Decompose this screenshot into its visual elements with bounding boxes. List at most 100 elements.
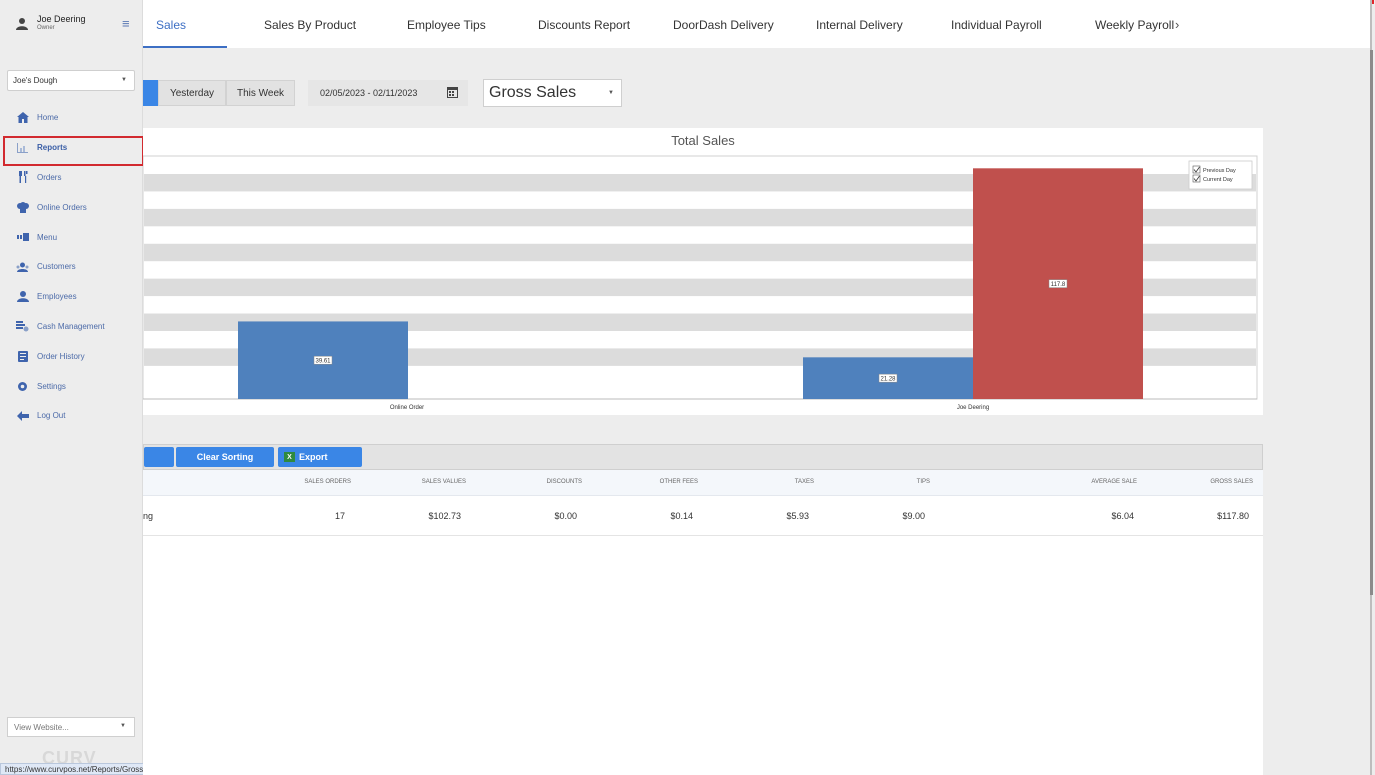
clear-sorting-button[interactable]: Clear Sorting <box>176 447 274 467</box>
tab-doordash-delivery[interactable]: DoorDash Delivery <box>673 18 774 32</box>
legend-label: Previous Day <box>1203 168 1236 174</box>
tab-discounts-report[interactable]: Discounts Report <box>538 18 631 32</box>
search-button[interactable] <box>144 447 174 467</box>
data-label-box <box>313 355 333 365</box>
sidebar-item-home[interactable]: Home <box>0 103 143 133</box>
sidebar-item-label: Online Orders <box>37 202 87 212</box>
metric-select[interactable]: Gross Sales ▼ <box>483 79 622 107</box>
x-tick-label: Online Order <box>390 405 424 411</box>
sidebar-item-log-out[interactable]: Log Out <box>0 401 143 431</box>
legend-checkbox <box>1192 165 1201 174</box>
table-toolbar: Clear Sorting X Export <box>143 444 1263 470</box>
export-label: Export <box>299 452 328 462</box>
date-range-value: 02/05/2023 - 02/11/2023 <box>320 88 418 98</box>
today-button[interactable] <box>143 80 158 106</box>
user-name: Joe Deering <box>37 14 86 24</box>
yesterday-button[interactable]: Yesterday <box>158 80 226 106</box>
average-sale-cell: $6.04 <box>1111 511 1134 521</box>
scrollbar[interactable] <box>1370 50 1373 595</box>
arrow-left-icon <box>16 409 29 422</box>
sidebar-item-menu[interactable]: Menu <box>0 222 143 252</box>
chef-hat-icon <box>16 201 29 214</box>
column-header[interactable]: SALES ORDERS <box>304 479 351 485</box>
tab-weekly-payroll[interactable]: Weekly Payroll <box>1095 18 1175 32</box>
tab-sales[interactable]: Sales <box>156 18 187 32</box>
clear-sorting-label: Clear Sorting <box>196 452 254 462</box>
bar-chart-icon <box>16 141 29 154</box>
sidebar-item-label: Customers <box>37 262 76 272</box>
column-header[interactable]: DISCOUNTS <box>546 479 582 485</box>
menu-grid-icon <box>16 231 29 244</box>
sidebar-item-label: Home <box>37 113 59 123</box>
store-select-value: Joe's Dough <box>13 76 58 85</box>
customers-icon <box>16 260 29 273</box>
data-label: 21.28 <box>880 377 896 383</box>
view-website-placeholder: View Website... <box>14 723 69 732</box>
sidebar-item-cash-management[interactable]: Cash Management <box>0 312 143 342</box>
column-header[interactable]: TAXES <box>794 479 814 485</box>
sidebar-item-employees[interactable]: Employees <box>0 282 143 312</box>
date-range-picker[interactable]: 02/05/2023 - 02/11/2023 <box>308 80 468 106</box>
table-row[interactable]: ng 17 $102.73 $0.00 $0.14 $5.93 $9.00 $6… <box>143 496 1263 536</box>
employee-icon <box>16 290 29 303</box>
tab-individual-payroll[interactable]: Individual Payroll <box>951 18 1042 32</box>
hamburger-menu-icon[interactable]: ≡ <box>122 16 130 31</box>
chevron-down-icon: ▼ <box>120 723 126 729</box>
tab-sales-by-product[interactable]: Sales By Product <box>264 18 357 32</box>
column-header[interactable]: TIPS <box>916 479 930 485</box>
column-header[interactable]: GROSS SALES <box>1210 479 1253 485</box>
this-week-button[interactable]: This Week <box>226 80 295 106</box>
home-icon <box>16 111 29 124</box>
tab-internal-delivery[interactable]: Internal Delivery <box>816 18 903 32</box>
sidebar-nav: Home Reports Orders Online Orders Menu C… <box>0 103 144 431</box>
user-profile[interactable]: Joe Deering Owner <box>15 14 86 32</box>
sidebar-item-order-history[interactable]: Order History <box>0 341 143 371</box>
data-label-box <box>1048 279 1068 288</box>
view-website-select[interactable]: View Website... ▼ <box>7 717 135 737</box>
sidebar-item-label: Log Out <box>37 411 66 421</box>
export-button[interactable]: X Export <box>278 447 362 467</box>
history-icon <box>16 350 29 363</box>
store-select[interactable]: Joe's Dough ▼ <box>7 70 135 91</box>
sidebar-item-label: Orders <box>37 172 62 182</box>
other-fees-cell: $0.14 <box>670 511 693 521</box>
total-sales-chart: Total Sales 39.61 Online Order 21.28 117.8 J… <box>143 128 1263 415</box>
sidebar: Joe Deering Owner ≡ Joe's Dough ▼ Home R… <box>0 0 144 775</box>
sidebar-item-customers[interactable]: Customers <box>0 252 143 282</box>
sidebar-item-label: Menu <box>37 232 58 242</box>
column-header[interactable]: SALES VALUES <box>421 479 466 485</box>
sidebar-item-settings[interactable]: Settings <box>0 371 143 401</box>
checkmark-icon <box>1193 166 1200 173</box>
sales-values-cell: $102.73 <box>428 511 461 521</box>
legend-label: Current Day <box>1203 177 1233 183</box>
column-header[interactable]: AVERAGE SALE <box>1091 479 1137 485</box>
sidebar-item-reports[interactable]: Reports <box>0 133 144 166</box>
data-label: 117.8 <box>1051 282 1066 288</box>
taxes-cell: $5.93 <box>786 511 809 521</box>
active-tab-indicator <box>143 46 227 48</box>
sidebar-item-label: Cash Management <box>37 321 105 331</box>
sales-orders-cell: 17 <box>334 511 345 521</box>
tips-cell: $9.00 <box>902 511 925 521</box>
chart-canvas: 39.61 Online Order 21.28 117.8 Joe Deering Pr… <box>143 155 1258 411</box>
cash-icon <box>16 320 29 333</box>
user-icon <box>16 18 28 30</box>
checkmark-icon <box>1193 175 1200 182</box>
x-tick-label: Joe Deering <box>957 405 989 411</box>
chevron-down-icon: ▼ <box>121 77 127 83</box>
utensils-icon <box>16 171 29 184</box>
gross-sales-cell: $117.80 <box>1217 511 1249 521</box>
column-header[interactable]: OTHER FEES <box>659 479 698 485</box>
metric-select-value: Gross Sales <box>489 84 577 101</box>
legend-checkbox <box>1192 174 1201 183</box>
data-label-box <box>878 373 898 383</box>
chart-title: Total Sales <box>671 133 735 148</box>
tab-employee-tips[interactable]: Employee Tips <box>407 18 486 32</box>
data-label: 39.61 <box>315 359 331 365</box>
calendar-icon <box>447 87 458 98</box>
sidebar-item-orders[interactable]: Orders <box>0 163 143 193</box>
sales-table: SALES ORDERS SALES VALUES DISCOUNTS OTHE… <box>143 470 1263 775</box>
sidebar-item-online-orders[interactable]: Online Orders <box>0 192 143 222</box>
gear-icon <box>16 380 29 393</box>
chevron-right-icon[interactable]: › <box>1175 17 1180 32</box>
